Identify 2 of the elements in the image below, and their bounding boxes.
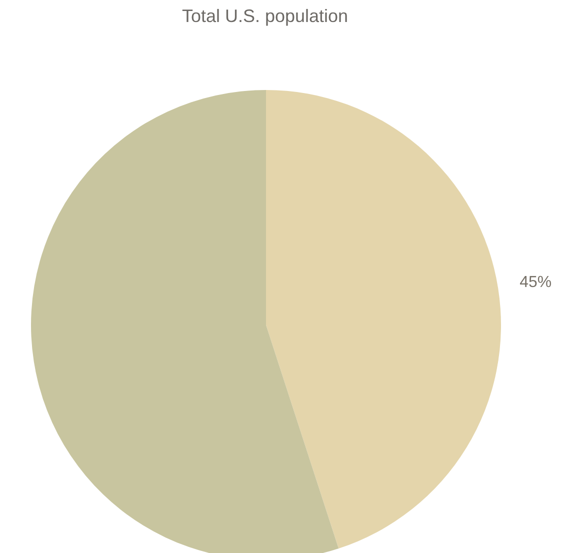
data-label: 45% [520, 274, 552, 291]
chart-title: Total U.S. population [180, 6, 350, 27]
